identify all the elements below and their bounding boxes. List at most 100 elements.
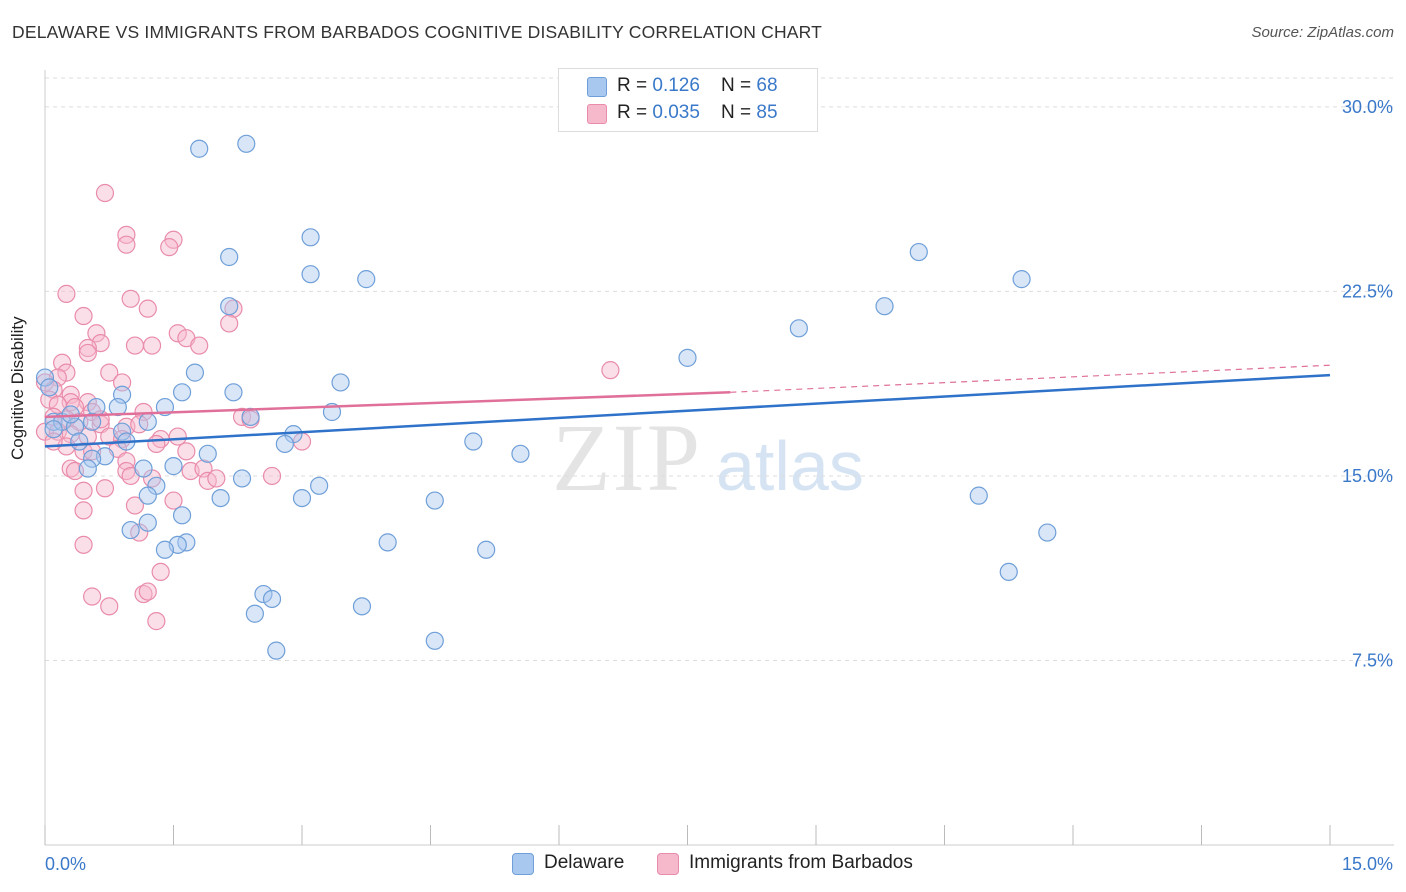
delaware-point	[70, 432, 89, 451]
delaware-point	[108, 397, 127, 417]
delaware-point	[190, 139, 209, 158]
delaware-point	[83, 412, 102, 431]
delaware-point	[164, 457, 183, 476]
delaware-point	[477, 540, 496, 559]
barbados-point	[83, 587, 102, 606]
barbados-point	[207, 469, 226, 488]
legend-n-label: N =	[721, 75, 757, 96]
delaware-point	[44, 420, 63, 439]
barbados-point	[117, 235, 136, 254]
legend-swatch-pink	[587, 104, 607, 124]
bottom-legend-swatch-blue	[512, 853, 534, 875]
watermark: ZIP atlas	[552, 404, 864, 511]
delaware-point	[211, 488, 230, 508]
delaware-point	[220, 247, 239, 267]
barbados-point	[220, 314, 239, 333]
tick-labels: 7.5% 15.0% 22.5% 30.0% 0.0% 15.0%	[45, 97, 1393, 874]
delaware-point	[789, 319, 808, 338]
barbados-point	[40, 390, 59, 409]
legend-r-label: R =	[617, 102, 653, 123]
barbados-point	[142, 336, 162, 355]
axes	[44, 70, 1394, 846]
legend-swatch-blue	[587, 77, 607, 97]
delaware-point	[35, 368, 55, 387]
barbados-point	[74, 501, 93, 520]
delaware-point	[310, 476, 329, 495]
delaware-point	[220, 297, 239, 316]
delaware-point	[875, 297, 894, 316]
barbados-point	[147, 612, 166, 631]
delaware-point	[112, 422, 132, 441]
barbados-point	[53, 353, 72, 372]
series-delaware-points	[35, 134, 1057, 660]
barbados-trend-extension	[730, 364, 1331, 393]
delaware-point	[1038, 523, 1057, 542]
barbados-point	[601, 361, 620, 380]
delaware-point	[352, 597, 372, 616]
barbados-point	[262, 466, 282, 486]
delaware-point	[78, 459, 97, 478]
barbados-trend-line	[44, 391, 731, 419]
delaware-point	[172, 506, 192, 525]
delaware-point	[83, 449, 102, 468]
delaware-point	[511, 444, 530, 463]
barbados-point	[100, 363, 119, 382]
barbados-point	[95, 479, 115, 498]
legend-n-value: 68	[756, 75, 778, 96]
delaware-point	[61, 405, 80, 424]
legend-r-label: R =	[617, 75, 653, 96]
barbados-point	[125, 336, 145, 355]
delaware-point	[134, 459, 153, 478]
barbados-point	[147, 434, 166, 454]
delaware-point	[909, 242, 928, 262]
x-tick-label: 15.0%	[1342, 854, 1393, 874]
y-tick-label: 22.5%	[1342, 281, 1393, 301]
barbados-point	[74, 306, 93, 326]
barbados-point	[151, 562, 170, 582]
correlation-legend: R = 0.126 N = 68 R = 0.035 N = 85	[558, 68, 818, 132]
delaware-point	[224, 383, 243, 402]
watermark-atlas: atlas	[716, 427, 864, 505]
delaware-point	[425, 491, 444, 510]
bottom-legend-swatch-pink	[657, 853, 679, 875]
watermark-zip: ZIP	[552, 404, 702, 511]
barbados-point	[74, 535, 93, 554]
barbados-point	[168, 324, 187, 343]
barbados-point	[168, 427, 187, 446]
barbados-point	[57, 363, 76, 382]
delaware-point	[378, 533, 397, 552]
barbados-point	[95, 183, 115, 203]
y-tick-label: 7.5%	[1352, 650, 1393, 670]
delaware-point	[262, 589, 282, 609]
barbados-point	[100, 597, 119, 616]
legend-r-value: 0.035	[652, 102, 700, 123]
delaware-point	[678, 348, 697, 367]
barbados-point	[164, 491, 183, 510]
delaware-point	[464, 432, 483, 451]
delaware-point	[121, 520, 140, 540]
delaware-point	[425, 631, 444, 650]
barbados-point	[74, 481, 93, 500]
legend-n-label: N =	[721, 102, 757, 123]
barbados-point	[117, 225, 136, 244]
trend-lines	[44, 364, 1331, 448]
legend-r-value: 0.126	[652, 75, 700, 96]
barbados-point	[117, 452, 136, 471]
barbados-point	[57, 284, 76, 303]
delaware-point	[138, 412, 157, 431]
barbados-point	[121, 289, 140, 308]
delaware-point	[254, 584, 273, 604]
delaware-point	[185, 363, 205, 382]
source-label: Source: ZipAtlas.com	[1251, 24, 1394, 41]
delaware-point	[138, 486, 157, 505]
delaware-point	[292, 488, 312, 508]
bottom-legend-label: Immigrants from Barbados	[689, 852, 913, 873]
delaware-point	[301, 228, 320, 247]
delaware-point	[267, 641, 286, 660]
gridlines	[45, 77, 1394, 661]
barbados-point	[78, 343, 97, 363]
delaware-point	[40, 378, 59, 397]
delaware-point	[232, 469, 252, 488]
delaware-point	[331, 373, 350, 392]
